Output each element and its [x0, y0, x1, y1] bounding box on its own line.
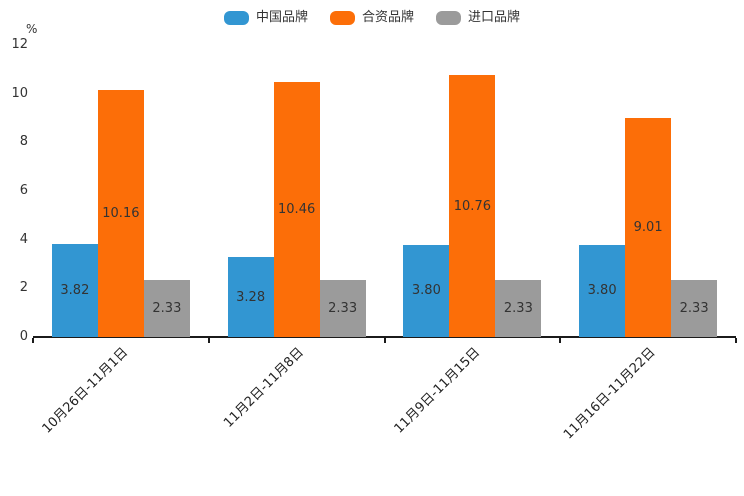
bar-joint-venture-brand-week3[interactable]: 10.76 — [449, 75, 496, 337]
bar-import-brand-week2[interactable]: 2.33 — [319, 280, 366, 337]
legend-swatch-joint-venture-brand — [329, 11, 355, 25]
bar-value-label: 3.80 — [587, 283, 617, 299]
legend-item-import-brand[interactable]: 进口品牌 — [436, 11, 520, 25]
bar-joint-venture-brand-week4[interactable]: 9.01 — [625, 117, 672, 337]
bar-value-label: 10.46 — [278, 202, 316, 218]
bar-value-label: 9.01 — [633, 219, 663, 235]
legend-label: 进口品牌 — [468, 10, 521, 25]
bar-value-label: 10.76 — [453, 198, 491, 214]
bar-value-label: 2.33 — [679, 301, 709, 317]
x-axis-tick — [383, 338, 386, 343]
legend-label: 中国品牌 — [255, 10, 308, 25]
bar-china-brand-week2[interactable]: 3.28 — [227, 257, 274, 337]
y-tick-label: 8 — [19, 134, 28, 150]
bar-joint-venture-brand-week2[interactable]: 10.46 — [273, 82, 320, 337]
y-tick-label: 12 — [11, 37, 28, 52]
chart-legend: 中国品牌 合资品牌 进口品牌 — [0, 8, 744, 28]
bar-value-label: 2.33 — [328, 301, 358, 317]
x-category-label: 11月9日-11月15日 — [391, 345, 483, 437]
bar-china-brand-week3[interactable]: 3.80 — [403, 244, 450, 337]
bar-value-label: 3.80 — [411, 283, 441, 299]
legend-item-china-brand[interactable]: 中国品牌 — [223, 10, 308, 25]
bar-value-label: 10.16 — [102, 205, 140, 221]
legend-item-joint-venture-brand[interactable]: 合资品牌 — [329, 10, 414, 25]
bar-value-label: 3.82 — [60, 283, 90, 299]
x-category-label: 10月26日-11月1日 — [39, 345, 132, 437]
bar-import-brand-week1[interactable]: 2.33 — [143, 280, 190, 337]
x-category-label: 11月2日-11月8日 — [221, 345, 308, 431]
x-axis-tick — [207, 338, 210, 343]
bar-joint-venture-brand-week1[interactable]: 10.16 — [97, 89, 144, 337]
x-axis-line — [33, 336, 736, 338]
y-tick-label: 10 — [11, 85, 28, 101]
bar-china-brand-week4[interactable]: 3.80 — [579, 244, 626, 337]
x-axis-tick — [735, 338, 737, 343]
x-axis-tick — [559, 338, 562, 343]
x-axis-tick — [32, 338, 34, 343]
legend-label: 合资品牌 — [361, 10, 414, 25]
y-axis-unit-label: % — [26, 22, 38, 36]
legend-swatch-china-brand — [223, 11, 249, 25]
bar-value-label: 2.33 — [503, 301, 533, 317]
x-category-label: 11月16日-11月22日 — [561, 345, 659, 443]
y-tick-label: 6 — [19, 183, 28, 198]
legend-swatch-import-brand — [436, 11, 461, 25]
bar-china-brand-week1[interactable]: 3.82 — [51, 244, 98, 337]
y-tick-label: 2 — [19, 280, 28, 296]
bar-value-label: 3.28 — [236, 289, 266, 305]
bar-import-brand-week4[interactable]: 2.33 — [671, 280, 718, 337]
bar-value-label: 2.33 — [152, 301, 182, 317]
y-tick-label: 0 — [19, 329, 28, 344]
y-tick-label: 4 — [19, 231, 28, 247]
bar-import-brand-week3[interactable]: 2.33 — [495, 280, 542, 337]
